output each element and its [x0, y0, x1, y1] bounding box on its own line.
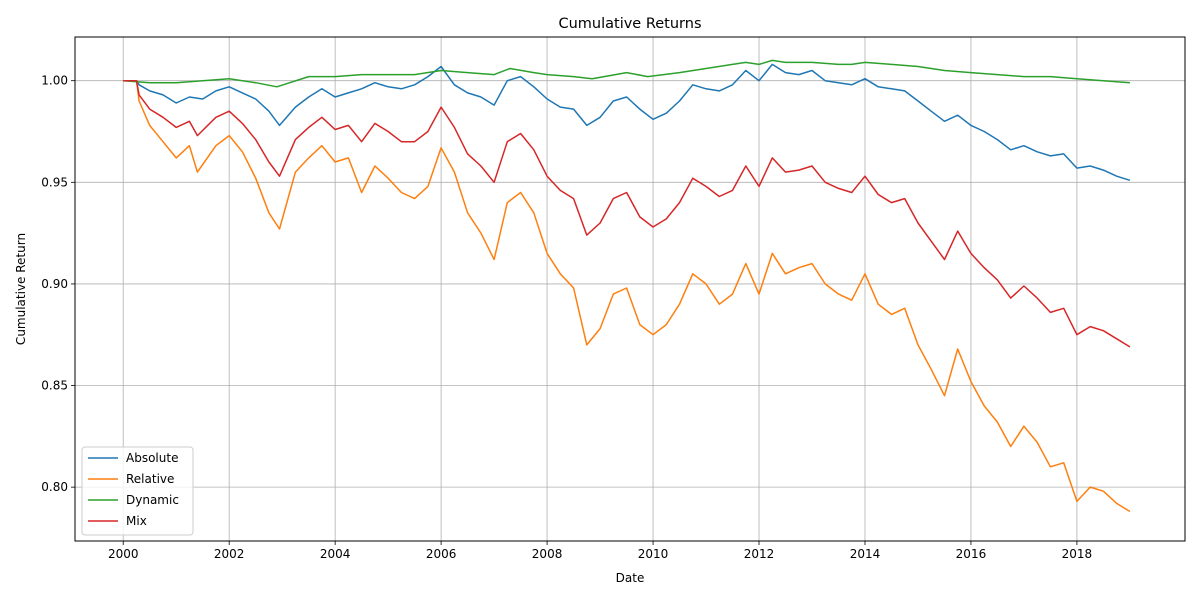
x-tick-label: 2008 — [532, 547, 563, 561]
y-tick-label: 0.95 — [41, 175, 68, 189]
x-tick-label: 2000 — [108, 547, 139, 561]
x-tick-label: 2002 — [214, 547, 245, 561]
x-tick-label: 2006 — [426, 547, 457, 561]
series-line-dynamic — [123, 59, 1130, 88]
series-line-mix — [123, 79, 1131, 348]
legend-label-dynamic: Dynamic — [126, 493, 179, 507]
axis-ticks: 2000 2002 2004 2006 2008 2010 2012 2014 2016 2018… — [41, 74, 1092, 561]
series-line-relative — [123, 79, 1131, 513]
plot-area-frame — [74, 36, 1186, 542]
y-tick-label: 1.00 — [41, 74, 68, 88]
legend-label-mix: Mix — [126, 514, 147, 528]
legend-box — [81, 446, 194, 536]
legend-label-absolute: Absolute — [126, 451, 178, 465]
y-axis-label: Cumulative Return — [14, 233, 28, 345]
grid-lines — [75, 37, 1185, 541]
x-axis-label: Date — [616, 571, 645, 585]
y-tick-label: 0.80 — [41, 480, 68, 494]
x-tick-label: 2010 — [638, 547, 669, 561]
series-lines — [123, 59, 1131, 513]
y-tick-label: 0.90 — [41, 277, 68, 291]
legend: Absolute Relative Dynamic Mix — [81, 446, 194, 536]
x-tick-label: 2004 — [320, 547, 351, 561]
x-tick-label: 2016 — [956, 547, 987, 561]
y-tick-label: 0.85 — [41, 379, 68, 393]
x-tick-label: 2018 — [1062, 547, 1093, 561]
x-tick-label: 2014 — [850, 547, 881, 561]
legend-label-relative: Relative — [126, 472, 174, 486]
series-line-absolute — [123, 63, 1131, 182]
chart-title: Cumulative Returns — [558, 16, 701, 32]
x-tick-label: 2012 — [744, 547, 775, 561]
